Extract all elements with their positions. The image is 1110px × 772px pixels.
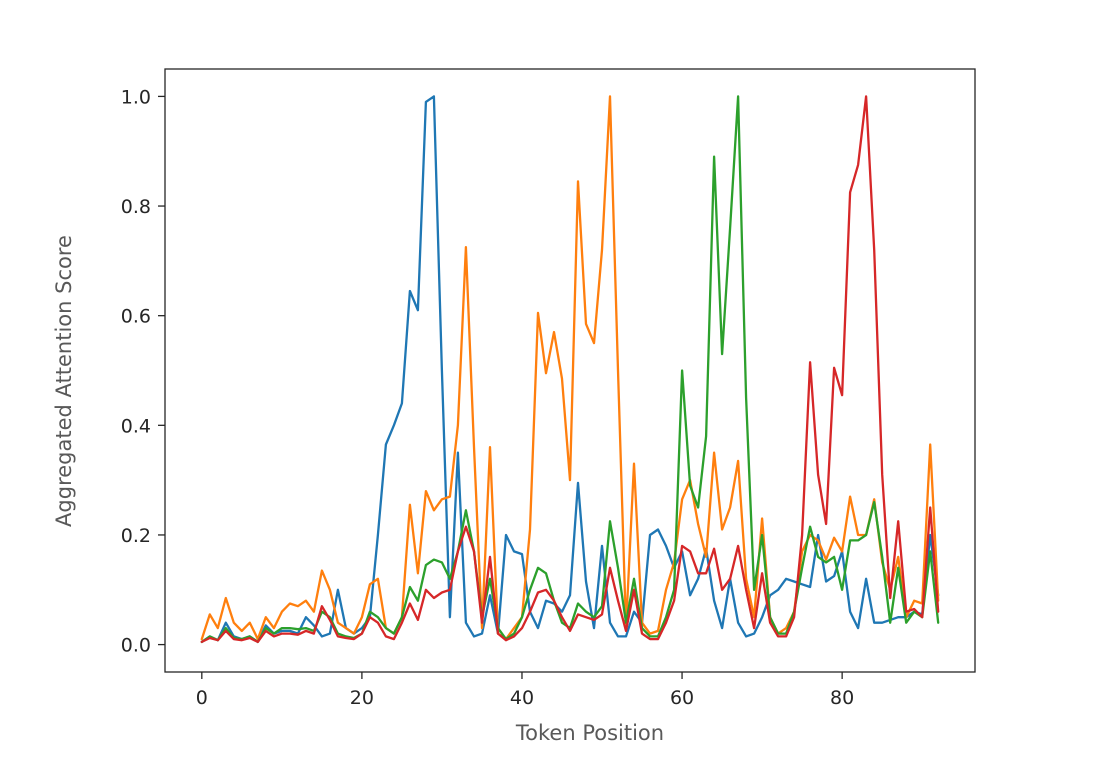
- x-tick-label: 0: [196, 687, 208, 709]
- y-tick-label: 0.0: [121, 635, 151, 657]
- y-tick-label: 0.8: [121, 196, 151, 218]
- series-line-4: [200, 95, 940, 644]
- y-tick-label: 1.0: [121, 86, 151, 108]
- y-axis-ticks: 0.0 0.2 0.4 0.6 0.8 1.0: [121, 86, 165, 657]
- series-line-3: [200, 95, 940, 644]
- x-tick-label: 20: [350, 687, 374, 709]
- x-tick-label: 40: [510, 687, 534, 709]
- x-axis-label: Token Position: [515, 721, 664, 745]
- x-tick-label: 60: [670, 687, 694, 709]
- series-line-2: [200, 95, 940, 641]
- y-tick-label: 0.2: [121, 525, 151, 547]
- x-axis-ticks: 0 20 40 60 80: [196, 672, 854, 709]
- y-tick-label: 0.4: [121, 415, 151, 437]
- series-line-1: [200, 95, 940, 644]
- x-tick-label: 80: [830, 687, 854, 709]
- y-axis-label: Aggregated Attention Score: [52, 235, 76, 527]
- series-layer: [200, 95, 940, 644]
- y-tick-label: 0.6: [121, 306, 151, 328]
- plot-frame: [164, 68, 976, 673]
